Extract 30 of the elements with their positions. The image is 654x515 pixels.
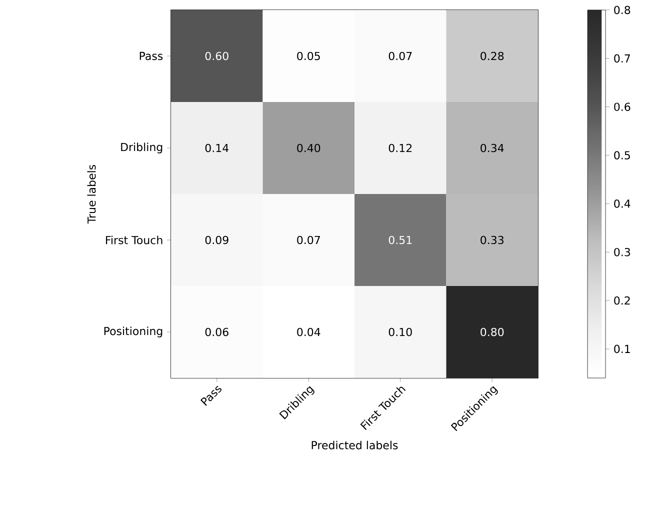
color-bar-label: 0.3 [614,248,630,256]
color-bar-label: 0.6 [614,102,630,111]
data-label: 0.09 [205,236,228,244]
data-label: 0.28 [480,52,504,60]
data-label: 0.06 [205,328,228,336]
data-label: 0.33 [480,236,504,244]
color-bar-label: 0.5 [614,151,630,160]
data-label: 0.14 [205,144,228,152]
data-label: 0.07 [388,52,412,60]
color-bar-label: 0.7 [614,54,630,63]
data-label: 0.51 [388,236,412,244]
data-label: 0.07 [297,236,320,244]
data-label: 0.10 [388,328,412,336]
data-label: 0.05 [297,52,320,60]
data-label: 0.80 [480,328,504,336]
color-bar-label: 0.2 [614,296,630,305]
data-label: 0.40 [297,144,320,152]
data-label: 0.34 [480,144,504,152]
y-tick-label: First Touch [106,236,162,244]
x-axis-title: Predicted labels [312,440,398,450]
data-label: 0.60 [205,52,228,60]
color-bar-label: 0.4 [614,200,630,208]
data-label: 0.04 [297,328,320,336]
y-tick-label: Positioning [104,326,162,338]
y-tick-label: Pass [140,52,163,60]
y-tick-label: Dribling [121,142,162,154]
color-bar-label: 0.1 [614,344,630,354]
data-label: 0.12 [388,144,412,152]
color-bar-label: 0.8 [614,6,630,14]
y-axis-title: True labels [87,164,96,224]
